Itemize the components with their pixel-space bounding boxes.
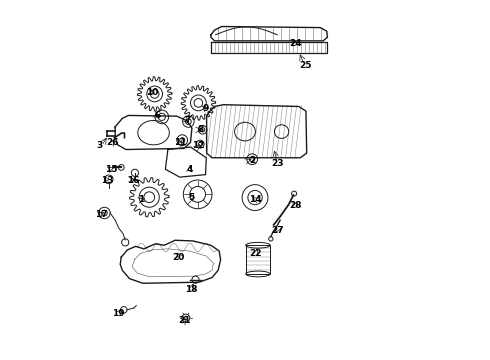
Text: 6: 6 — [154, 111, 160, 120]
Text: 16: 16 — [127, 176, 139, 185]
Text: 24: 24 — [289, 39, 301, 48]
Text: 22: 22 — [249, 249, 262, 258]
Text: 12: 12 — [192, 141, 205, 150]
Text: 10: 10 — [146, 87, 158, 96]
Text: 17: 17 — [95, 210, 108, 219]
Text: 27: 27 — [271, 226, 284, 235]
Text: 9: 9 — [202, 104, 209, 113]
Text: 4: 4 — [186, 165, 193, 174]
Text: 7: 7 — [184, 116, 191, 125]
Text: 28: 28 — [289, 201, 301, 210]
Text: 25: 25 — [299, 61, 312, 70]
Text: 21: 21 — [178, 316, 190, 325]
Text: 2: 2 — [249, 156, 255, 165]
Text: 15: 15 — [105, 165, 118, 174]
Text: 18: 18 — [185, 285, 197, 294]
Text: 23: 23 — [271, 159, 284, 168]
Text: 19: 19 — [113, 309, 125, 318]
Text: 11: 11 — [174, 138, 187, 147]
Text: 8: 8 — [197, 125, 203, 134]
Text: 5: 5 — [188, 193, 195, 202]
Text: 20: 20 — [172, 253, 185, 262]
Text: 26: 26 — [106, 138, 119, 147]
Text: 1: 1 — [138, 195, 144, 204]
Text: 3: 3 — [97, 141, 103, 150]
Text: 14: 14 — [249, 195, 262, 204]
Text: 13: 13 — [100, 176, 113, 185]
